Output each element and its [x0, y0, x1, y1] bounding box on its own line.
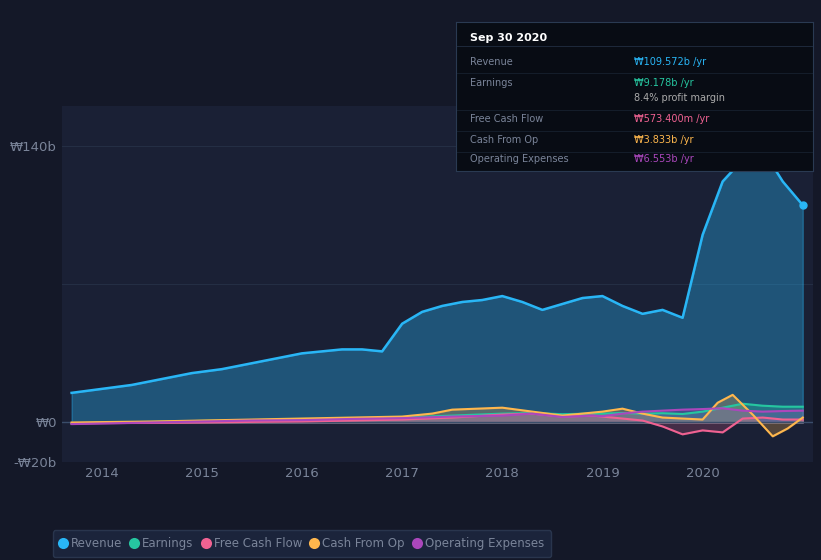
Text: ₩6.553b /yr: ₩6.553b /yr	[635, 154, 694, 164]
Legend: Revenue, Earnings, Free Cash Flow, Cash From Op, Operating Expenses: Revenue, Earnings, Free Cash Flow, Cash …	[53, 530, 551, 557]
Text: Revenue: Revenue	[470, 58, 512, 67]
Text: Free Cash Flow: Free Cash Flow	[470, 114, 544, 124]
Text: Operating Expenses: Operating Expenses	[470, 154, 569, 164]
Text: 8.4% profit margin: 8.4% profit margin	[635, 93, 725, 103]
Text: Earnings: Earnings	[470, 78, 512, 88]
Text: ₩109.572b /yr: ₩109.572b /yr	[635, 58, 706, 67]
Text: ₩9.178b /yr: ₩9.178b /yr	[635, 78, 694, 88]
Text: ₩3.833b /yr: ₩3.833b /yr	[635, 134, 694, 144]
Text: Sep 30 2020: Sep 30 2020	[470, 33, 547, 43]
Text: Cash From Op: Cash From Op	[470, 134, 539, 144]
Text: ₩573.400m /yr: ₩573.400m /yr	[635, 114, 709, 124]
